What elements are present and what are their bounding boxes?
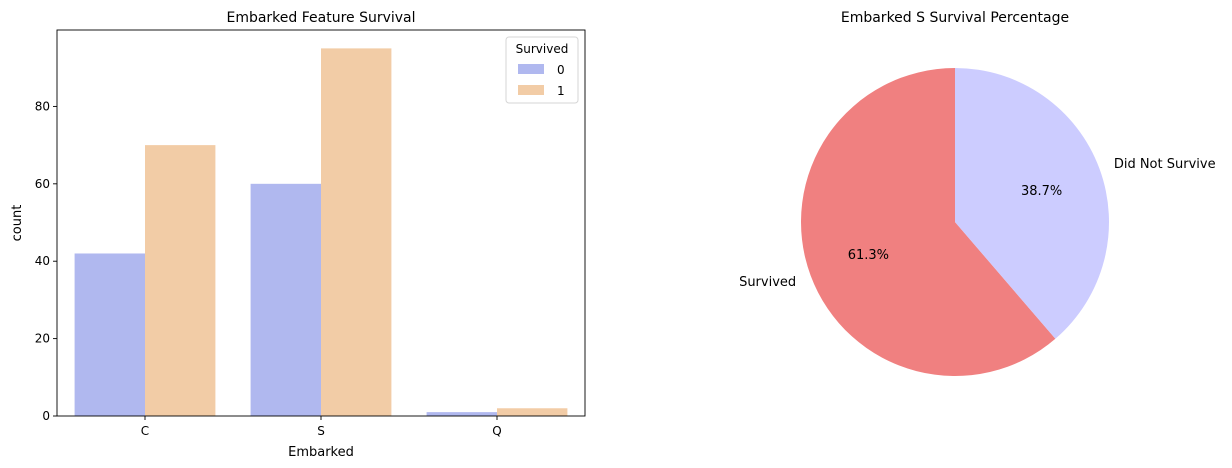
bar-C-0 [74,253,145,416]
legend-label-1: 1 [557,84,565,98]
y-tick-label: 80 [35,99,50,113]
bar-S-0 [250,183,321,416]
y-tick-label: 60 [35,177,50,191]
plot-frame [56,29,586,417]
pie-slice-pct-1: 38.7% [1021,184,1062,199]
pie-chart-title: Embarked S Survival Percentage [841,10,1069,26]
y-axis: 0 20 40 60 80 [35,99,57,423]
legend-swatch-1 [518,85,544,95]
legend: Survived 0 1 [505,36,579,104]
pie-chart: Embarked S Survival Percentage Survived 6… [739,10,1216,376]
bar-S-1 [321,48,392,416]
y-tick-label: 40 [35,254,50,268]
legend-title: Survived [516,42,569,56]
x-tick-label: C [141,424,149,438]
bar-Q-0 [426,412,497,416]
bars [74,48,568,416]
pie-slice-pct-0: 61.3% [848,248,889,263]
legend-swatch-0 [518,64,544,74]
y-tick-label: 0 [42,409,50,423]
x-tick-label: S [317,424,325,438]
x-tick-label: Q [492,424,501,438]
bar-Q-1 [497,408,568,416]
pie-slice-label-0: Survived [739,275,796,290]
pie-slice-1 [955,68,1110,339]
legend-label-0: 0 [557,63,565,77]
pie-slice-label-1: Did Not Survive [1114,157,1216,172]
x-axis-label: Embarked [288,445,354,460]
pie: Survived 61.3% Did Not Survive 38.7% [739,68,1216,376]
bar-C-1 [145,145,216,416]
y-axis-label: count [10,205,25,242]
pie-slice-0 [801,68,1056,376]
bar-chart-title: Embarked Feature Survival [226,10,415,26]
y-tick-label: 20 [35,332,50,346]
